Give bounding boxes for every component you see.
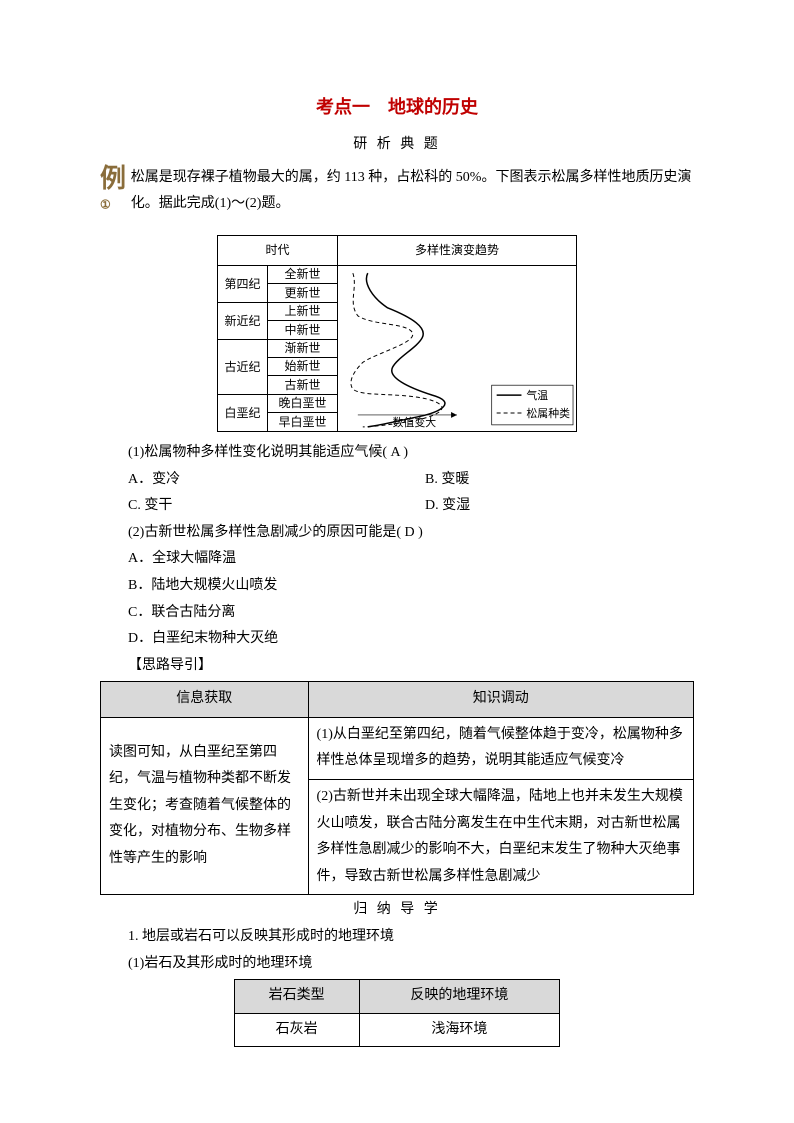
legend-temp: 气温 [526, 388, 548, 402]
epoch-3-1: 早白垩世 [268, 413, 337, 431]
chart-header-trend: 多样性演变趋势 [338, 236, 576, 266]
q1-row1: A．变冷 B. 变暖 [100, 467, 694, 494]
intro-text: 松属是现存裸子植物最大的属，约 113 种，占松科的 50%。下图表示松属多样性… [131, 165, 694, 218]
chart-body: 第四纪 全新世 更新世 新近纪 上新世 中新世 古近纪 渐新世 始新世 古新世 [218, 266, 576, 431]
q1-c: C. 变干 [100, 493, 397, 520]
rock-r1c1: 石灰岩 [234, 1013, 359, 1047]
analysis-head-left: 信息获取 [101, 682, 309, 718]
rock-h2: 反映的地理环境 [359, 980, 560, 1014]
q2-a: A．全球大幅降温 [100, 546, 694, 573]
chart-header-era: 时代 [218, 236, 338, 266]
axis-arrow [451, 412, 457, 418]
q1-b: B. 变暖 [397, 467, 694, 494]
example-intro: 例① 松属是现存裸子植物最大的属，约 113 种，占松科的 50%。下图表示松属… [100, 165, 694, 227]
period-0: 第四纪 [218, 266, 268, 302]
period-3: 白垩纪 [218, 395, 268, 431]
think-title: 【思路导引】 [100, 653, 694, 680]
rock-h1: 岩石类型 [234, 980, 359, 1014]
example-label: 例① [100, 163, 129, 225]
chart-svg: 数值变大 气温 松属种类 [338, 266, 576, 431]
species-line [351, 273, 442, 427]
example-sup: ① [100, 197, 111, 211]
chart-header: 时代 多样性演变趋势 [218, 236, 576, 266]
axis-label: 数值变大 [393, 415, 437, 429]
analysis-left: 读图可知，从白垩纪至第四纪，气温与植物种类都不断发生变化；考查随着气候整体的变化… [101, 717, 309, 895]
analysis-right2: (2)古新世并未出现全球大幅降温，陆地上也并未发生大规模火山喷发，联合古陆分离发… [308, 780, 693, 895]
analysis-head-right: 知识调动 [308, 682, 693, 718]
rock-table: 岩石类型 反映的地理环境 石灰岩 浅海环境 [234, 979, 561, 1047]
q1-row2: C. 变干 D. 变湿 [100, 493, 694, 520]
period-1: 新近纪 [218, 303, 268, 339]
chart-periods: 第四纪 全新世 更新世 新近纪 上新世 中新世 古近纪 渐新世 始新世 古新世 [218, 266, 338, 431]
q2-stem: (2)古新世松属多样性急剧减少的原因可能是( D ) [100, 520, 694, 547]
rock-r1c2: 浅海环境 [359, 1013, 560, 1047]
legend-species: 松属种类 [526, 406, 570, 420]
period-2: 古近纪 [218, 340, 268, 394]
analysis-table: 信息获取 知识调动 读图可知，从白垩纪至第四纪，气温与植物种类都不断发生变化；考… [100, 681, 694, 895]
example-text: 例 [100, 164, 126, 193]
chart-plot: 数值变大 气温 松属种类 [338, 266, 576, 431]
subtitle: 研 析 典 题 [100, 132, 694, 159]
analysis-right1: (1)从白垩纪至第四纪，随着气候整体趋于变冷，松属物种多样性总体呈现增多的趋势，… [308, 717, 693, 779]
q1-d: D. 变湿 [397, 493, 694, 520]
q2-c: C．联合古陆分离 [100, 600, 694, 627]
q1-a: A．变冷 [100, 467, 397, 494]
point1-sub: (1)岩石及其形成时的地理环境 [100, 951, 694, 978]
main-title: 考点一 地球的历史 [100, 90, 694, 124]
geologic-chart: 时代 多样性演变趋势 第四纪 全新世 更新世 新近纪 上新世 中新世 古近纪 [217, 235, 577, 432]
q2-d: D．白垩纪末物种大灭绝 [100, 626, 694, 653]
section2-title: 归 纳 导 学 [100, 897, 694, 924]
q2-b: B．陆地大规模火山喷发 [100, 573, 694, 600]
temp-line [366, 273, 444, 427]
point1: 1. 地层或岩石可以反映其形成时的地理环境 [100, 924, 694, 951]
q1-stem: (1)松属物种多样性变化说明其能适应气候( A ) [100, 440, 694, 467]
